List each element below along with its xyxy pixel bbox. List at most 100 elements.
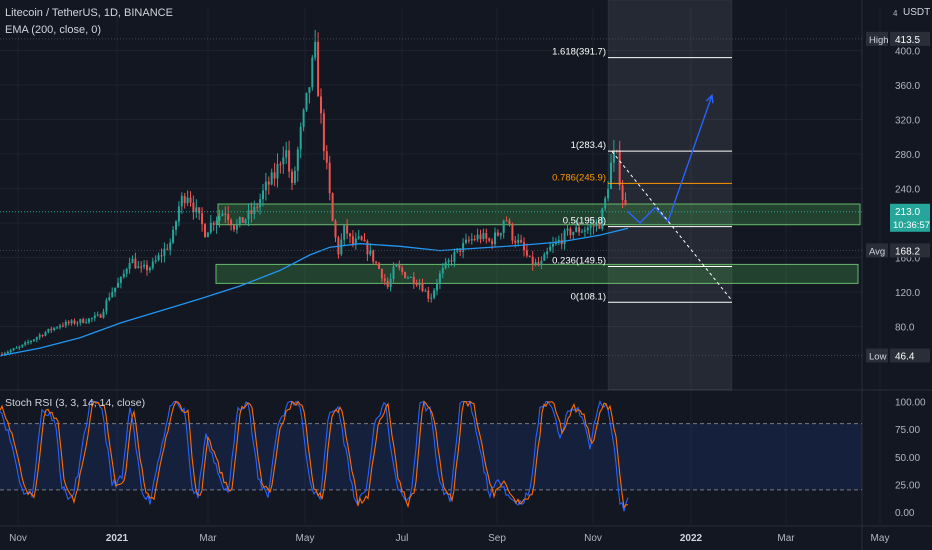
stoch-k-line: [0, 399, 629, 512]
candle-body: [44, 332, 47, 336]
candle-body: [592, 225, 595, 227]
candle-body: [293, 170, 296, 183]
candle-body: [233, 225, 235, 230]
candle-body: [540, 260, 543, 266]
candle-body: [482, 233, 485, 240]
candle-body: [267, 181, 270, 185]
high-badge-value-bg: [890, 31, 930, 46]
time-tick-label: Sep: [488, 533, 506, 544]
candle-body: [552, 244, 554, 247]
candle-body: [279, 164, 282, 166]
candle-body: [148, 267, 151, 271]
candle-body: [151, 261, 154, 268]
candle-body: [369, 249, 372, 255]
candle-body: [224, 213, 227, 215]
time-tick-label: May: [296, 533, 315, 544]
candle-body: [253, 206, 256, 214]
candle-body: [166, 248, 169, 250]
candle-body: [378, 263, 380, 269]
currency-label[interactable]: USDT: [903, 7, 931, 18]
candle-body: [433, 290, 436, 298]
candle-body: [322, 113, 325, 152]
axes: 80.0120.0160.0200.0240.0280.0320.0360.04…: [9, 47, 926, 545]
projection-arrowhead: [705, 93, 714, 104]
candle-body: [581, 231, 583, 233]
candle-body: [557, 239, 560, 242]
symbol-title[interactable]: Litecoin / TetherUS, 1D, BINANCE: [5, 7, 173, 19]
stoch-rsi-panel: [0, 399, 862, 512]
time-tick-label: Nov: [9, 533, 27, 544]
candle-body: [499, 233, 502, 236]
candle-body: [308, 87, 311, 93]
candle-body: [360, 236, 363, 240]
candle-body: [569, 228, 572, 236]
candle-body: [621, 185, 624, 200]
candle-body: [346, 225, 349, 234]
candle-body: [108, 297, 111, 301]
candle-body: [418, 283, 421, 286]
ema-indicator-label[interactable]: EMA (200, close, 0): [5, 24, 101, 36]
candle-body: [334, 220, 337, 238]
candle-body: [534, 262, 537, 265]
stoch-tick-label: 0.00: [895, 508, 915, 519]
candle-body: [180, 195, 183, 207]
avg-badge-label-bg: [866, 243, 888, 258]
candle-body: [447, 260, 450, 263]
candle-body: [250, 210, 253, 214]
candle-body: [32, 339, 35, 342]
candle-body: [389, 278, 392, 287]
candle-body: [299, 126, 302, 150]
candle-body: [134, 258, 137, 269]
time-tick-label: Nov: [584, 533, 602, 544]
candle-body: [175, 221, 177, 230]
candle-body: [201, 213, 204, 225]
candle-body: [485, 233, 488, 239]
candle-body: [372, 249, 375, 262]
candle-body: [235, 223, 238, 230]
candle-body: [241, 217, 244, 224]
current-price-countdown: 10:36:57: [893, 220, 930, 231]
fibonacci-levels: 1.618(391.7) 1(283.4) 0.786(245.9) 0.5(195.…: [552, 47, 732, 303]
candle-body: [325, 151, 328, 163]
candle-body: [575, 227, 578, 232]
candle-body: [264, 181, 267, 191]
candle-body: [160, 255, 163, 257]
candle-body: [314, 41, 317, 58]
candle-body: [111, 291, 114, 298]
time-tick-label: 2022: [680, 533, 703, 544]
candle-body: [192, 202, 195, 212]
candle-body: [511, 224, 514, 241]
candle-body: [1, 354, 3, 356]
candle-body: [204, 224, 206, 238]
projection-path: [611, 93, 733, 301]
candle-body: [114, 287, 117, 292]
avg-badge-label: Avg: [869, 246, 885, 257]
candle-body: [288, 150, 291, 172]
candle-body: [230, 220, 233, 226]
candle-body: [56, 327, 59, 329]
stoch-tick-label: 100.00: [895, 398, 926, 409]
candle-body: [343, 225, 346, 240]
candle-body: [366, 241, 369, 255]
stoch-d-line: [0, 400, 628, 509]
price-tick-label: 80.0: [895, 323, 915, 334]
high-badge-label-bg: [866, 31, 888, 46]
candle-body: [383, 278, 386, 282]
candle-body: [528, 255, 531, 257]
stoch-rsi-label[interactable]: Stoch RSI (3, 3, 14, 14, close): [5, 397, 146, 409]
candle-body: [612, 150, 615, 163]
candle-body: [117, 282, 119, 288]
candle-body: [99, 314, 102, 318]
price-tick-label: 320.0: [895, 116, 920, 127]
candle-body: [177, 206, 180, 222]
candle-body: [50, 328, 53, 331]
candle-body: [244, 219, 247, 224]
candle-body: [488, 238, 491, 241]
candle-body: [9, 350, 12, 352]
candle-body: [18, 346, 21, 348]
low-badge-value: 46.4: [895, 351, 915, 362]
candle-body: [137, 266, 140, 269]
candle-body: [427, 290, 430, 299]
candle-body: [41, 335, 44, 337]
